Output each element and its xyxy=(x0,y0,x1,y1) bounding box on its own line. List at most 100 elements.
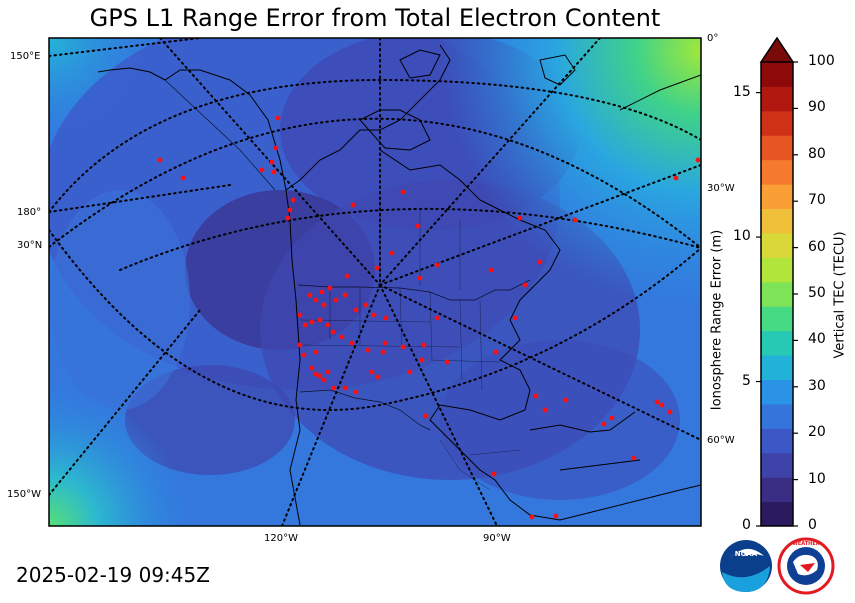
gps-station-dot xyxy=(353,389,359,395)
graticule-label-0: 0° xyxy=(707,33,719,44)
colorbar-segment xyxy=(761,452,793,478)
colorbar-segment xyxy=(761,86,793,112)
gps-station-dot xyxy=(342,385,348,391)
range-tick-label: 15 xyxy=(733,83,751,100)
range-tick-label: 0 xyxy=(742,517,751,533)
gps-station-dot xyxy=(491,471,497,477)
colorbar-segment xyxy=(761,208,793,234)
tec-tick-label: 50 xyxy=(808,285,826,301)
graticule-label-120w: 120°W xyxy=(264,533,298,544)
gps-station-dot xyxy=(313,349,319,355)
range-tick-label: 10 xyxy=(733,228,751,245)
gps-station-dot xyxy=(321,377,327,383)
gps-station-dot xyxy=(631,455,637,461)
colorbar-segment xyxy=(761,159,793,185)
gps-station-dot xyxy=(353,307,359,313)
tec-axis-label: Vertical TEC (TECU) xyxy=(832,231,848,359)
gps-station-dot xyxy=(400,189,406,195)
tec-tick-label: 80 xyxy=(808,145,826,162)
gps-station-dot xyxy=(259,167,265,173)
gps-station-dot xyxy=(400,344,406,350)
gps-station-dot xyxy=(297,342,303,348)
gps-station-dot xyxy=(533,393,539,399)
map-frame xyxy=(48,37,702,527)
gps-station-dot xyxy=(313,371,319,377)
tec-tick-label: 30 xyxy=(808,377,826,394)
gps-station-dot xyxy=(542,407,548,413)
graticule xyxy=(49,38,701,526)
gps-station-dot xyxy=(330,329,336,335)
gps-stations xyxy=(157,115,701,520)
gps-station-dot xyxy=(383,315,389,321)
colorbar-segment xyxy=(761,428,793,454)
gps-station-dot xyxy=(317,373,323,379)
gps-station-dot xyxy=(319,289,325,295)
tec-tick-label: 10 xyxy=(808,470,826,487)
gps-station-dot xyxy=(350,202,356,208)
graticule-label-60w: 60°W xyxy=(707,435,735,446)
gps-station-dot xyxy=(327,285,333,291)
gps-station-dot xyxy=(417,275,423,281)
gps-station-dot xyxy=(309,319,315,325)
range-tick-label: 5 xyxy=(742,372,751,389)
colorbar-segment xyxy=(761,379,793,405)
gps-station-dot xyxy=(321,302,327,308)
gps-station-dot xyxy=(375,374,381,380)
gps-station-dot xyxy=(269,159,275,165)
gps-station-dot xyxy=(512,315,518,321)
gps-station-dot xyxy=(389,250,395,256)
gps-station-dot xyxy=(342,292,348,298)
gps-station-dot xyxy=(667,409,673,415)
colorbar-segment xyxy=(761,110,793,136)
colorbar-segment xyxy=(761,330,793,356)
gps-station-dot xyxy=(434,262,440,268)
gps-station-dot xyxy=(344,273,350,279)
gps-station-dot xyxy=(421,342,427,348)
gps-station-dot xyxy=(654,399,660,405)
graticule-label-150w: 150°W xyxy=(7,489,41,500)
gps-station-dot xyxy=(488,267,494,273)
colorbar-segment xyxy=(761,355,793,380)
gps-station-dot xyxy=(287,207,293,213)
tec-contour-field xyxy=(49,38,701,526)
gps-station-dot xyxy=(419,357,425,363)
gps-station-dot xyxy=(673,175,679,181)
colorbar-segment xyxy=(761,281,793,307)
gps-station-dot xyxy=(371,312,377,318)
gps-station-dot xyxy=(493,349,499,355)
graticule-label-90w: 90°W xyxy=(483,533,511,544)
gps-station-dot xyxy=(517,215,523,221)
colorbar-segment xyxy=(761,257,793,283)
graticule-label-30w: 30°W xyxy=(707,183,735,194)
tec-tick-label: 0 xyxy=(808,517,817,533)
gps-station-dot xyxy=(444,359,450,365)
colorbar-segment xyxy=(761,184,793,210)
timestamp: 2025-02-19 09:45Z xyxy=(16,563,210,587)
gps-station-dot xyxy=(273,145,279,151)
graticule-label-150e: 150°E xyxy=(10,51,41,62)
colorbar-extend-arrow xyxy=(759,36,795,63)
colorbar-segment xyxy=(761,62,793,87)
colorbar-segment xyxy=(761,403,793,429)
colorbar-segment xyxy=(761,232,793,258)
graticule-label-30n: 30°N xyxy=(17,240,43,251)
gps-station-dot xyxy=(275,115,281,121)
gps-station-dot xyxy=(317,317,323,323)
gps-station-dot xyxy=(285,215,291,221)
colorbar-segment xyxy=(761,501,793,527)
gps-station-dot xyxy=(309,365,315,371)
country-borders xyxy=(164,79,531,431)
range-axis-label: Ionosphere Range Error (m) xyxy=(709,229,725,411)
gps-station-dot xyxy=(522,282,528,288)
gps-station-dot xyxy=(695,157,701,163)
tec-colorbar xyxy=(756,36,798,527)
gps-station-dot xyxy=(325,369,331,375)
colorbar-segment xyxy=(761,135,793,161)
tec-tick-label: 70 xyxy=(808,192,826,209)
tec-tick-label: 40 xyxy=(808,331,826,348)
gps-station-dot xyxy=(363,302,369,308)
gps-station-dot xyxy=(325,322,331,328)
gps-station-dot xyxy=(609,415,615,421)
tec-tick-label: 60 xyxy=(808,238,826,255)
